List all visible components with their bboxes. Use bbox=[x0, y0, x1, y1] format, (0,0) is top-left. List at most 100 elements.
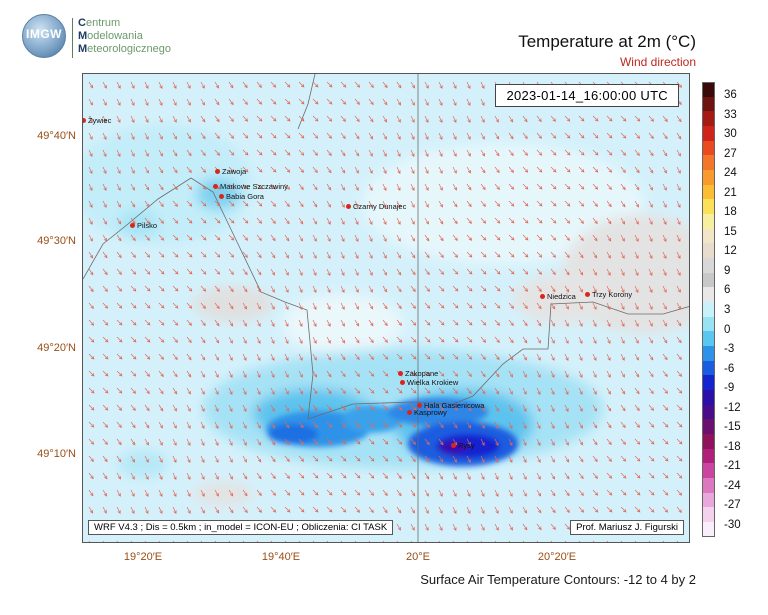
wind-arrow bbox=[452, 98, 457, 107]
wind-arrow bbox=[564, 183, 571, 190]
wind-arrow bbox=[620, 370, 625, 378]
wind-arrow bbox=[326, 387, 332, 395]
wind-arrow bbox=[606, 132, 613, 139]
wind-arrow bbox=[396, 438, 403, 445]
wind-arrow bbox=[410, 455, 416, 463]
wind-arrow bbox=[284, 370, 289, 378]
wind-arrow bbox=[200, 404, 205, 412]
wind-arrow bbox=[298, 234, 303, 242]
wind-arrow bbox=[676, 404, 683, 411]
wind-arrow bbox=[214, 506, 220, 514]
wind-arrow bbox=[298, 438, 304, 446]
temperature-map[interactable]: 2023-01-14_16:00:00 UTC Żywiec Zawoja Ma… bbox=[82, 73, 690, 543]
wind-arrow bbox=[410, 81, 415, 89]
wind-arrow bbox=[214, 404, 219, 412]
wind-arrow bbox=[186, 353, 192, 361]
wind-arrow bbox=[634, 404, 640, 412]
colorbar-tick-label: 0 bbox=[724, 323, 731, 336]
wind-arrow bbox=[480, 149, 486, 157]
wind-arrow bbox=[130, 370, 137, 377]
wind-arrow bbox=[354, 217, 359, 225]
colorbar-tick-label: -24 bbox=[724, 479, 741, 492]
wind-arrow bbox=[508, 421, 513, 429]
wind-arrow bbox=[522, 421, 527, 430]
wind-arrow bbox=[648, 455, 655, 462]
wind-arrow bbox=[130, 251, 136, 258]
wind-arrow bbox=[396, 353, 403, 360]
wind-arrow bbox=[536, 234, 543, 241]
wind-arrow bbox=[522, 183, 529, 190]
wind-arrow bbox=[298, 336, 303, 344]
wind-arrow bbox=[130, 234, 136, 242]
wind-arrow bbox=[354, 438, 361, 445]
wind-arrow bbox=[452, 166, 457, 174]
wind-arrow bbox=[88, 234, 93, 242]
colorbar-tick-label: 6 bbox=[724, 284, 731, 297]
wind-arrow bbox=[606, 404, 612, 412]
wind-arrow bbox=[438, 353, 445, 360]
wind-arrow bbox=[452, 387, 458, 394]
wind-arrow bbox=[606, 183, 612, 190]
wind-arrow bbox=[648, 336, 653, 344]
wind-arrow bbox=[452, 421, 458, 429]
wind-arrow bbox=[102, 98, 107, 106]
wind-arrow bbox=[228, 438, 233, 446]
wind-arrow bbox=[480, 115, 485, 123]
wind-arrow bbox=[620, 540, 623, 542]
wind-arrow bbox=[522, 353, 527, 361]
wind-arrow bbox=[340, 370, 346, 378]
wind-arrow bbox=[368, 370, 375, 377]
wind-arrow bbox=[676, 183, 681, 191]
wind-arrow bbox=[410, 438, 416, 445]
wind-arrow bbox=[480, 200, 486, 207]
wind-arrow bbox=[312, 404, 318, 412]
wind-arrow bbox=[480, 438, 485, 446]
wind-arrow bbox=[634, 319, 639, 327]
wind-arrow bbox=[382, 421, 389, 428]
city-marker: Wielka Krokiew bbox=[400, 378, 458, 387]
wind-arrow bbox=[522, 115, 528, 123]
wind-arrow bbox=[396, 234, 401, 242]
wind-arrow bbox=[508, 200, 515, 207]
wind-arrow bbox=[270, 217, 276, 225]
wind-arrow bbox=[158, 115, 163, 123]
wind-arrow bbox=[298, 387, 303, 395]
wind-arrow bbox=[284, 506, 291, 513]
wind-arrow bbox=[508, 149, 514, 157]
wind-arrow bbox=[550, 472, 556, 480]
wind-arrow bbox=[116, 387, 123, 394]
wind-arrow bbox=[382, 404, 389, 411]
wind-arrow bbox=[536, 132, 542, 139]
wind-arrow bbox=[620, 149, 627, 156]
wind-arrow bbox=[88, 472, 94, 480]
wind-arrow bbox=[494, 336, 500, 344]
wind-arrow bbox=[522, 166, 529, 173]
wind-arrow bbox=[368, 489, 375, 496]
wind-arrow bbox=[270, 285, 275, 293]
wind-arrow bbox=[536, 166, 543, 173]
city-marker: Rysy bbox=[451, 441, 475, 450]
wind-arrow bbox=[550, 540, 553, 542]
wind-arrow bbox=[424, 149, 429, 158]
wind-arrow bbox=[172, 472, 177, 481]
wind-arrow bbox=[312, 302, 317, 310]
wind-arrow bbox=[284, 353, 289, 361]
longitude-label: 19°20′E bbox=[123, 551, 163, 563]
wind-arrow bbox=[410, 489, 416, 497]
wind-arrow bbox=[256, 421, 261, 429]
wind-arrow bbox=[648, 472, 655, 479]
wind-arrow bbox=[634, 506, 641, 513]
wind-arrow bbox=[102, 489, 108, 497]
wind-arrow bbox=[662, 115, 668, 123]
colorbar-cell bbox=[702, 96, 715, 112]
wind-arrow bbox=[606, 251, 611, 259]
wind-arrow bbox=[326, 149, 332, 157]
wind-arrow bbox=[480, 370, 486, 378]
wind-arrow bbox=[172, 81, 177, 89]
wind-arrow bbox=[144, 217, 150, 225]
wind-arrow bbox=[452, 455, 457, 463]
wind-arrow bbox=[396, 319, 402, 326]
wind-arrow bbox=[648, 438, 655, 445]
wind-arrow bbox=[354, 472, 361, 479]
wind-arrow bbox=[452, 115, 457, 123]
